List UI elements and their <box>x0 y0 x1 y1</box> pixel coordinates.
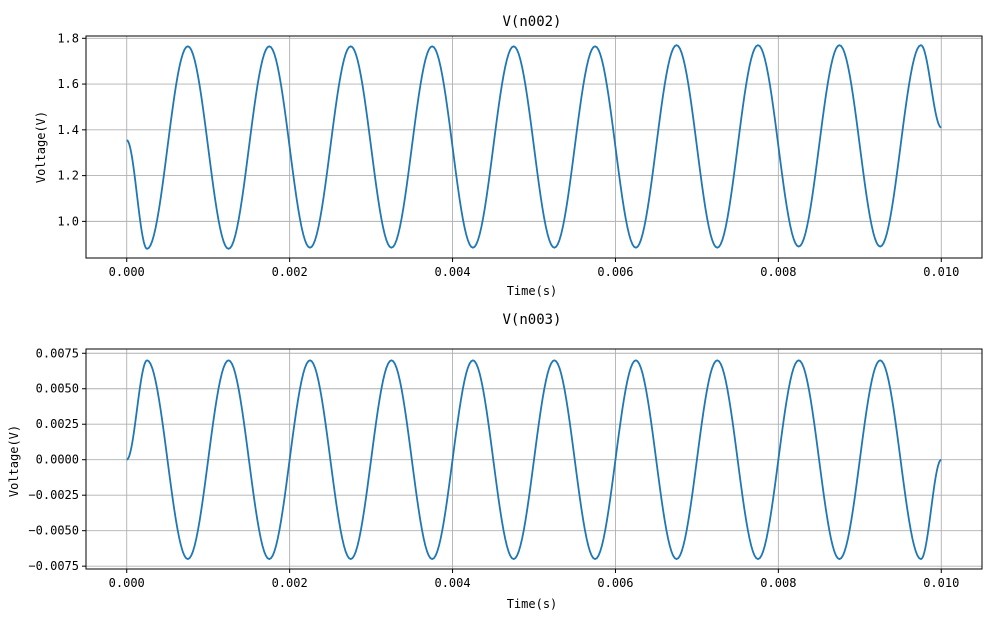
y-tick-label: 0.0025 <box>36 417 79 431</box>
x-tick-label: 0.006 <box>597 265 633 279</box>
x-tick-label: 0.006 <box>597 576 633 590</box>
y-tick-label: 1.6 <box>57 77 79 91</box>
x-tick-label: 0.010 <box>923 576 959 590</box>
series-line <box>126 44 942 250</box>
y-tick-label: 0.0075 <box>36 346 79 360</box>
x-tick-label: 0.008 <box>760 576 796 590</box>
subplot-v-n002: V(n002) Time(s) Voltage(V) 0.000 0.002 0.0… <box>34 14 983 298</box>
subplot-title-bottom: V(n003) <box>502 312 561 328</box>
y-tick-label: 0.0050 <box>36 382 79 396</box>
y-tick-label: −0.0025 <box>28 488 79 502</box>
y-tick-label: 0.0000 <box>36 453 79 467</box>
y-axis-label-top: Voltage(V) <box>34 111 48 183</box>
axes-frame <box>85 348 983 570</box>
subplot-v-n003: V(n003) Time(s) Voltage(V) 0.000 0.002 0.0… <box>7 312 983 611</box>
x-tick-label: 0.004 <box>434 265 470 279</box>
y-axis-label-bottom: Voltage(V) <box>7 425 21 497</box>
y-tick-label: −0.0075 <box>28 559 79 573</box>
y-tick-label: −0.0050 <box>28 524 79 538</box>
x-tick-label: 0.004 <box>434 576 470 590</box>
x-axis-label-bottom: Time(s) <box>507 597 558 611</box>
x-tick-label: 0.010 <box>923 265 959 279</box>
x-tick-label: 0.008 <box>760 265 796 279</box>
y-tick-label: 1.8 <box>57 31 79 45</box>
axes-frame <box>85 35 983 259</box>
series-line <box>126 359 942 560</box>
y-tick-label: 1.2 <box>57 169 79 183</box>
subplot-title-top: V(n002) <box>502 14 561 30</box>
y-tick-label: 1.0 <box>57 214 79 228</box>
y-tick-label: 1.4 <box>57 123 79 137</box>
plot-area-bottom: 0.000 0.002 0.004 0.006 0.008 0.010 −0.0075 −0.… <box>28 346 983 590</box>
x-tick-label: 0.000 <box>109 265 145 279</box>
plot-area-top: 0.000 0.002 0.004 0.006 0.008 0.010 1.0 1.2 1.4 1… <box>57 31 983 279</box>
x-tick-label: 0.000 <box>109 576 145 590</box>
x-axis-label-top: Time(s) <box>507 284 558 298</box>
x-tick-label: 0.002 <box>272 576 308 590</box>
x-tick-label: 0.002 <box>272 265 308 279</box>
